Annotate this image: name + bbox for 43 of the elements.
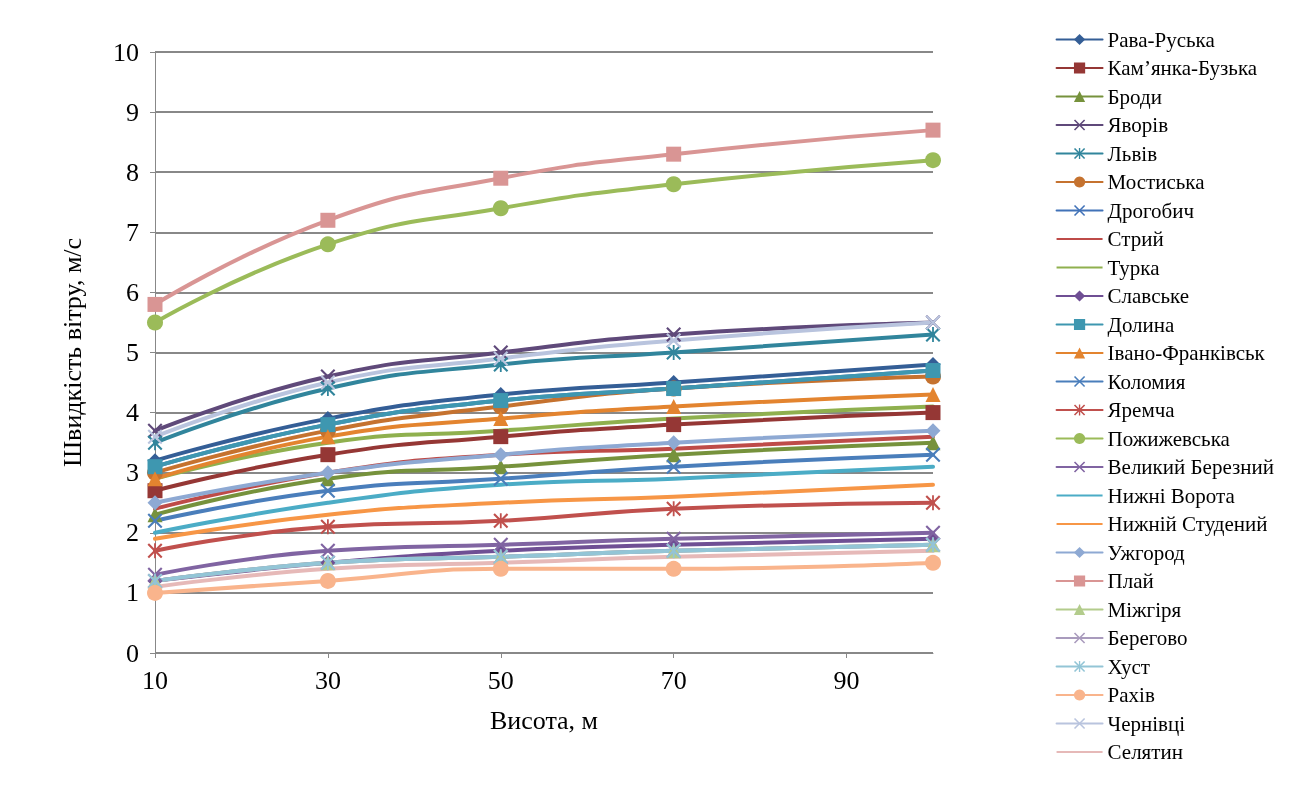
y-tick-label: 6 bbox=[126, 277, 139, 307]
legend-label: Селятин bbox=[1107, 740, 1183, 764]
legend-label: Рахів bbox=[1107, 683, 1155, 707]
legend-label: Долина bbox=[1107, 312, 1176, 337]
y-tick-label: 4 bbox=[126, 398, 139, 428]
legend-label: Ужгород bbox=[1107, 540, 1186, 565]
x-tick-label: 70 bbox=[660, 665, 687, 695]
legend-label: Рава-Руська bbox=[1107, 27, 1216, 52]
legend-label: Чернівці bbox=[1107, 711, 1186, 736]
y-tick-label: 1 bbox=[126, 578, 139, 608]
y-axis-title: Швидкість вітру, м/с bbox=[57, 237, 87, 468]
legend-label: Плай bbox=[1107, 569, 1154, 593]
x-tick-label: 90 bbox=[833, 665, 860, 695]
legend-label: Кам’янка-Бузька bbox=[1107, 56, 1258, 80]
legend-label: Нижній Студений bbox=[1107, 512, 1268, 536]
y-tick-label: 7 bbox=[126, 217, 139, 247]
legend-label: Коломия bbox=[1107, 369, 1186, 394]
y-tick-label: 2 bbox=[126, 518, 139, 548]
legend-label: Яворів bbox=[1107, 113, 1169, 137]
legend-label: Берегово bbox=[1107, 626, 1188, 650]
legend-label: Львів bbox=[1107, 141, 1158, 166]
legend-label: Нижні Ворота bbox=[1107, 483, 1236, 508]
legend-label: Турка bbox=[1107, 255, 1161, 280]
legend-label: Броди bbox=[1107, 84, 1162, 109]
legend-label: Міжгіря bbox=[1107, 597, 1182, 622]
y-tick-label: 8 bbox=[126, 157, 139, 187]
legend-label: Стрий bbox=[1107, 227, 1164, 251]
legend-label: Яремча bbox=[1107, 398, 1176, 422]
y-tick-label: 3 bbox=[126, 458, 139, 488]
legend-label: Івано-Франківськ bbox=[1107, 341, 1266, 365]
legend-label: Хуст bbox=[1107, 654, 1150, 679]
y-tick-label: 5 bbox=[126, 338, 139, 367]
y-tick-label: 0 bbox=[126, 638, 139, 668]
legend-label: Пожижевська bbox=[1107, 426, 1231, 451]
x-tick-label: 50 bbox=[487, 665, 514, 695]
y-tick-label: 10 bbox=[113, 37, 139, 67]
legend-label: Мостиська bbox=[1107, 170, 1206, 194]
y-tick-label: 9 bbox=[126, 97, 139, 127]
x-tick-label: 30 bbox=[314, 665, 341, 695]
legend-label: Славське bbox=[1107, 284, 1190, 308]
legend-label: Великий Березний bbox=[1107, 455, 1275, 479]
legend-label: Дрогобич bbox=[1107, 198, 1195, 223]
x-axis-title: Висота, м bbox=[489, 705, 599, 735]
